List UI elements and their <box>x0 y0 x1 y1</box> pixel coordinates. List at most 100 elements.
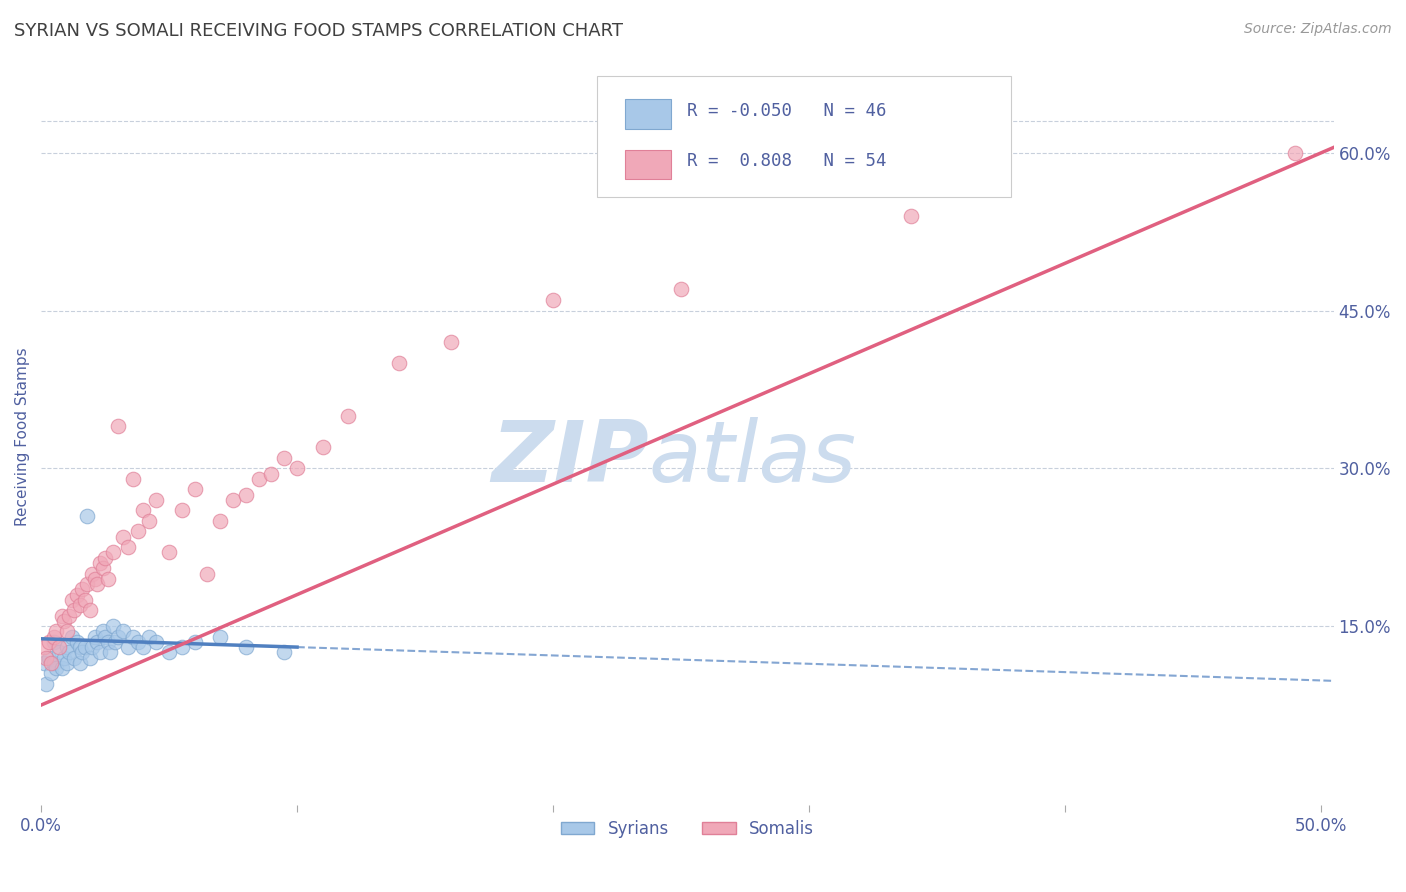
Text: atlas: atlas <box>648 417 856 500</box>
Point <box>58 608 80 623</box>
Point <box>63 603 86 617</box>
Point <box>55 624 77 639</box>
Point <box>157 645 180 659</box>
Y-axis label: Receiving Food Stamps: Receiving Food Stamps <box>15 348 30 526</box>
Point <box>60 592 83 607</box>
Point <box>70 645 93 659</box>
Point <box>98 645 121 659</box>
Point <box>41 656 63 670</box>
Point <box>86 577 108 591</box>
Point <box>66 588 89 602</box>
FancyBboxPatch shape <box>598 76 1011 197</box>
Point <box>97 635 120 649</box>
Text: SYRIAN VS SOMALI RECEIVING FOOD STAMPS CORRELATION CHART: SYRIAN VS SOMALI RECEIVING FOOD STAMPS C… <box>14 22 623 40</box>
Point <box>669 283 692 297</box>
Point <box>122 630 145 644</box>
Point <box>197 566 219 581</box>
Point <box>132 640 155 655</box>
Point <box>35 677 58 691</box>
Point <box>183 635 205 649</box>
Point <box>127 524 149 539</box>
Bar <box>626 99 671 129</box>
Point <box>66 635 89 649</box>
Point <box>900 209 922 223</box>
Point <box>69 640 91 655</box>
Point <box>48 640 70 655</box>
Text: R = -0.050   N = 46: R = -0.050 N = 46 <box>688 103 887 120</box>
Point <box>209 514 232 528</box>
Point <box>82 566 104 581</box>
Point <box>170 503 193 517</box>
Point <box>91 624 114 639</box>
Point <box>73 640 96 655</box>
Text: Source: ZipAtlas.com: Source: ZipAtlas.com <box>1244 22 1392 37</box>
Point <box>157 545 180 559</box>
Point <box>53 614 76 628</box>
Point <box>38 650 60 665</box>
Point <box>89 556 111 570</box>
Point <box>235 488 257 502</box>
Point <box>101 619 124 633</box>
Point <box>104 635 127 649</box>
Point <box>41 666 63 681</box>
Point <box>273 450 295 465</box>
Point <box>83 630 105 644</box>
Point <box>145 492 167 507</box>
Point <box>132 503 155 517</box>
Point <box>107 419 129 434</box>
Point <box>69 656 91 670</box>
Point <box>107 630 129 644</box>
Point <box>70 582 93 597</box>
Point <box>73 592 96 607</box>
Point <box>51 661 73 675</box>
Point <box>48 645 70 659</box>
Point <box>122 472 145 486</box>
Point <box>440 334 463 349</box>
Point <box>60 630 83 644</box>
Point <box>235 640 257 655</box>
Point <box>541 293 564 307</box>
Point <box>82 640 104 655</box>
Point <box>51 608 73 623</box>
Point <box>76 577 98 591</box>
Point <box>45 661 67 675</box>
Point <box>285 461 308 475</box>
Point <box>53 650 76 665</box>
Point <box>63 650 86 665</box>
Point <box>222 492 245 507</box>
Point <box>42 656 65 670</box>
Point <box>69 598 91 612</box>
Point <box>32 640 55 655</box>
Point <box>145 635 167 649</box>
Point <box>45 624 67 639</box>
Point <box>79 650 101 665</box>
Point <box>89 645 111 659</box>
Point <box>101 545 124 559</box>
Point <box>117 640 139 655</box>
Legend: Syrians, Somalis: Syrians, Somalis <box>554 814 821 845</box>
Point <box>86 635 108 649</box>
Text: ZIP: ZIP <box>491 417 648 500</box>
Point <box>55 656 77 670</box>
Point <box>91 561 114 575</box>
Point <box>55 640 77 655</box>
Bar <box>626 150 671 179</box>
Point <box>35 650 58 665</box>
Point <box>337 409 360 423</box>
Point <box>388 356 411 370</box>
Point <box>311 440 333 454</box>
Point <box>94 630 117 644</box>
Point <box>76 508 98 523</box>
Point <box>183 483 205 497</box>
Point <box>138 514 160 528</box>
Point <box>58 645 80 659</box>
Point <box>79 603 101 617</box>
Point <box>94 550 117 565</box>
Point <box>138 630 160 644</box>
Point <box>1284 145 1306 160</box>
Point <box>117 540 139 554</box>
Point <box>127 635 149 649</box>
Point <box>260 467 283 481</box>
Point <box>32 656 55 670</box>
Point <box>83 572 105 586</box>
